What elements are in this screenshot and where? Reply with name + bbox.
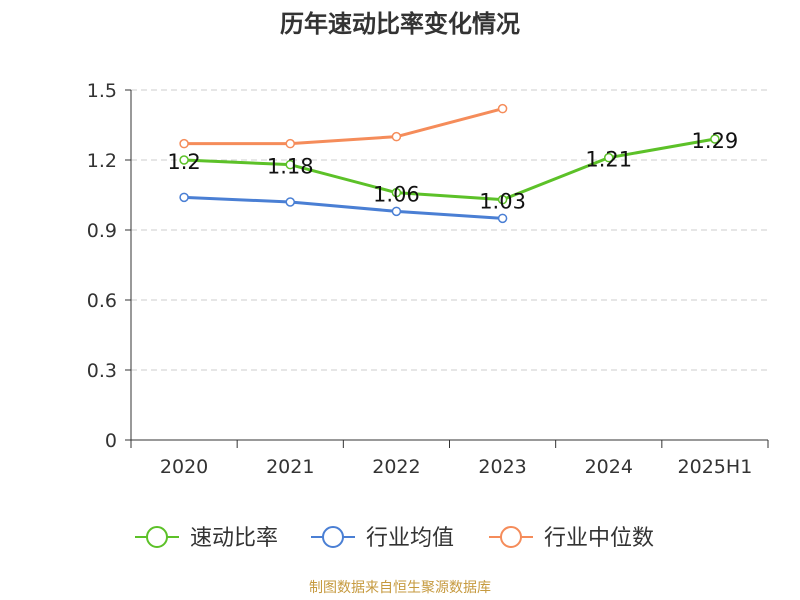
data-point bbox=[710, 134, 720, 144]
y-tick-label: 0.3 bbox=[87, 360, 117, 382]
data-point bbox=[285, 159, 295, 170]
data-label: 1.03 bbox=[479, 190, 526, 214]
legend-label: 行业中位数 bbox=[544, 526, 654, 551]
source-note: 制图数据来自恒生聚源数据库 bbox=[309, 580, 491, 596]
data-point bbox=[179, 192, 189, 203]
x-tick-label: 2021 bbox=[266, 456, 314, 478]
data-label: 1.06 bbox=[373, 183, 420, 207]
data-point bbox=[285, 138, 295, 149]
legend-label: 速动比率 bbox=[190, 526, 278, 551]
data-label: 1.2 bbox=[167, 150, 200, 174]
y-tick-label: 0.9 bbox=[87, 220, 117, 242]
data-point bbox=[391, 131, 402, 142]
x-tick-label: 2023 bbox=[478, 456, 526, 478]
data-label: 1.21 bbox=[585, 148, 632, 172]
data-point bbox=[179, 155, 189, 165]
series-line-3 bbox=[184, 107, 503, 146]
chart-title: 历年速动比率变化情况 bbox=[280, 10, 520, 38]
x-tick-label: 2020 bbox=[160, 456, 208, 478]
series-line-2 bbox=[184, 195, 503, 220]
data-point bbox=[604, 152, 614, 163]
series-line-1 bbox=[184, 137, 716, 202]
data-point bbox=[391, 187, 402, 198]
legend-marker bbox=[322, 526, 344, 548]
y-tick-label: 1.5 bbox=[87, 80, 117, 102]
data-point bbox=[179, 138, 189, 149]
data-point bbox=[285, 197, 295, 207]
y-tick-label: 0 bbox=[105, 430, 117, 452]
data-label: 1.18 bbox=[267, 155, 314, 179]
y-tick-label: 1.2 bbox=[87, 150, 117, 172]
x-tick-label: 2024 bbox=[585, 456, 633, 478]
data-label: 1.29 bbox=[692, 129, 739, 153]
legend-label: 行业均值 bbox=[366, 526, 454, 551]
legend-marker bbox=[500, 526, 522, 548]
data-point bbox=[497, 103, 508, 114]
x-tick-label: 2025H1 bbox=[678, 456, 753, 478]
legend-marker bbox=[146, 526, 168, 548]
x-tick-label: 2022 bbox=[372, 456, 420, 478]
y-tick-label: 0.6 bbox=[87, 290, 117, 312]
data-point bbox=[497, 194, 508, 205]
data-point bbox=[497, 213, 508, 224]
data-point bbox=[391, 206, 402, 217]
